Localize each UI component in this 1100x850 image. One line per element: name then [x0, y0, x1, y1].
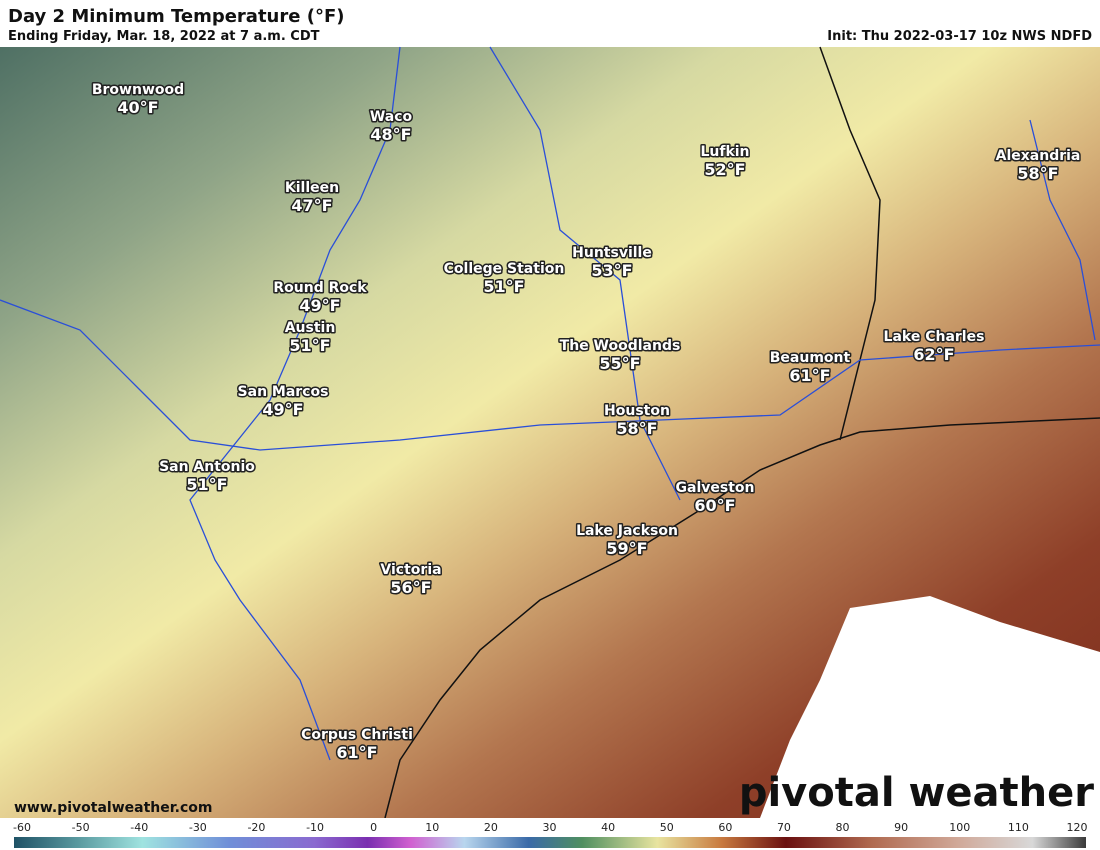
city-temp: 51°F — [186, 475, 227, 494]
city-temp: 47°F — [291, 196, 332, 215]
city-temp: 51°F — [289, 336, 330, 355]
coastline — [384, 417, 1100, 819]
colorbar-ticks: -60 -50 -40 -30 -20 -10 0 10 20 30 40 50 60 70 80 90 100… — [13, 821, 1087, 834]
city-temp: 53°F — [591, 261, 632, 280]
city-temp: 40°F — [117, 98, 158, 117]
city-temp: 52°F — [704, 160, 745, 179]
state-border — [819, 46, 881, 441]
colorbar-tick-label: -10 — [306, 821, 324, 834]
city-name: Austin — [285, 320, 336, 336]
city-name: Brownwood — [92, 82, 184, 98]
city-name: College Station — [444, 261, 565, 277]
city-temp: 48°F — [370, 125, 411, 144]
city-name: Victoria — [380, 562, 441, 578]
colorbar-tick-label: 0 — [370, 821, 377, 834]
colorbar-tick-label: 40 — [601, 821, 615, 834]
city-name: Houston — [604, 403, 670, 419]
city-name: Lufkin — [700, 144, 749, 160]
city-temp: 51°F — [483, 277, 524, 296]
colorbar-tick-label: 70 — [777, 821, 791, 834]
colorbar-tick-label: -30 — [189, 821, 207, 834]
colorbar-tick-label: -40 — [130, 821, 148, 834]
city-name: Beaumont — [770, 350, 851, 366]
city-temp: 61°F — [789, 366, 830, 385]
colorbar-tick-label: 90 — [894, 821, 908, 834]
subtitle: Ending Friday, Mar. 18, 2022 at 7 a.m. C… — [8, 29, 320, 44]
website: www.pivotalweather.com — [14, 800, 213, 816]
city-name: San Marcos — [238, 384, 329, 400]
city-name: Round Rock — [273, 280, 367, 296]
city-temp: 56°F — [390, 578, 431, 597]
city-temp: 60°F — [694, 496, 735, 515]
map — [0, 46, 1100, 819]
colorbar-tick-label: 10 — [425, 821, 439, 834]
city-temp: 59°F — [606, 539, 647, 558]
city-name: Corpus Christi — [301, 727, 413, 743]
city-name: San Antonio — [159, 459, 255, 475]
city-temp: 55°F — [599, 354, 640, 373]
title: Day 2 Minimum Temperature (°F) — [8, 6, 344, 27]
colorbar-tick-label: 30 — [543, 821, 557, 834]
city-name: The Woodlands — [560, 338, 681, 354]
colorbar-tick-label: 110 — [1008, 821, 1029, 834]
city-temp: 58°F — [616, 419, 657, 438]
city-temp: 58°F — [1017, 164, 1058, 183]
colorbar-tick-label: 50 — [660, 821, 674, 834]
city-temp: 49°F — [299, 296, 340, 315]
colorbar-tick-label: 100 — [949, 821, 970, 834]
city-temp: 49°F — [262, 400, 303, 419]
colorbar — [14, 837, 1086, 848]
colorbar-tick-label: 60 — [718, 821, 732, 834]
rivers — [0, 46, 1100, 761]
logo: pivotal weather — [739, 770, 1094, 816]
colorbar-tick-label: -50 — [72, 821, 90, 834]
colorbar-tick-label: 120 — [1067, 821, 1088, 834]
city-name: Galveston — [676, 480, 755, 496]
city-temp: 61°F — [336, 743, 377, 762]
city-name: Killeen — [285, 180, 339, 196]
city-temp: 62°F — [913, 345, 954, 364]
no-data-area — [760, 596, 1100, 818]
city-name: Alexandria — [996, 148, 1081, 164]
city-name: Waco — [370, 109, 413, 125]
colorbar-tick-label: -20 — [247, 821, 265, 834]
city-name: Lake Jackson — [576, 523, 678, 539]
colorbar-tick-label: 20 — [484, 821, 498, 834]
init-time: Init: Thu 2022-03-17 10z NWS NDFD — [827, 29, 1092, 44]
city-name: Lake Charles — [884, 329, 985, 345]
colorbar-tick-label: -60 — [13, 821, 31, 834]
city-name: Huntsville — [572, 245, 652, 261]
colorbar-tick-label: 80 — [836, 821, 850, 834]
